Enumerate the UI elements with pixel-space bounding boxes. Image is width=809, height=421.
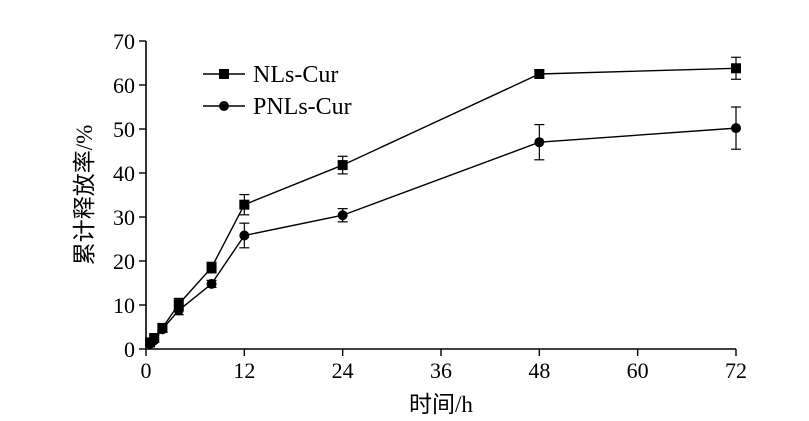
data-point-circle [157,324,168,335]
y-tick-label: 50 [113,117,135,142]
data-point-square [534,69,545,79]
x-axis-ticks: 0 12 24 36 48 60 72 [141,349,747,383]
data-point-circle [239,230,250,241]
data-point-circle [337,210,348,221]
series-line [149,127,737,345]
x-tick-label: 60 [627,358,649,383]
data-point-circle [731,123,741,134]
data-point-square [337,160,348,171]
series-pnls-cur [145,106,741,349]
data-point-square [206,262,217,273]
legend-item: PNLs-Cur [203,94,352,120]
y-tick-label: 20 [113,249,135,274]
y-tick-label: 10 [113,293,135,318]
data-point-square [731,63,741,74]
legend-label: PNLs-Cur [253,94,352,120]
y-tick-label: 0 [124,337,135,362]
plot-area [145,41,736,350]
x-tick-label: 48 [528,358,550,383]
y-tick-label: 30 [113,205,135,230]
data-point-circle [149,335,160,346]
y-tick-label: 60 [113,73,135,98]
y-axis-title: 累计释放率/% [72,125,97,266]
data-point-circle [173,305,184,316]
x-tick-label: 24 [332,358,354,383]
y-tick-label: 40 [113,161,135,186]
series-nls-cur [145,56,741,348]
x-tick-label: 12 [233,358,255,383]
series-layer [145,56,741,349]
x-tick-label: 0 [141,358,152,383]
legend-circle-marker [219,101,229,111]
legend-item: NLs-Cur [203,62,338,88]
x-tick-label: 72 [725,358,747,383]
x-tick-label: 36 [430,358,452,383]
x-axis-title: 时间/h [409,392,473,417]
legend: NLs-Cur PNLs-Cur [203,62,352,120]
legend-label: NLs-Cur [253,62,338,88]
y-tick-label: 70 [113,29,135,54]
series-line [149,67,737,343]
legend-square-marker [219,69,229,79]
data-point-square [239,199,250,210]
data-point-circle [206,278,217,289]
y-axis-ticks: 0 10 20 30 40 50 60 70 [113,29,146,362]
data-point-circle [534,137,545,148]
data-point-square [173,299,184,310]
